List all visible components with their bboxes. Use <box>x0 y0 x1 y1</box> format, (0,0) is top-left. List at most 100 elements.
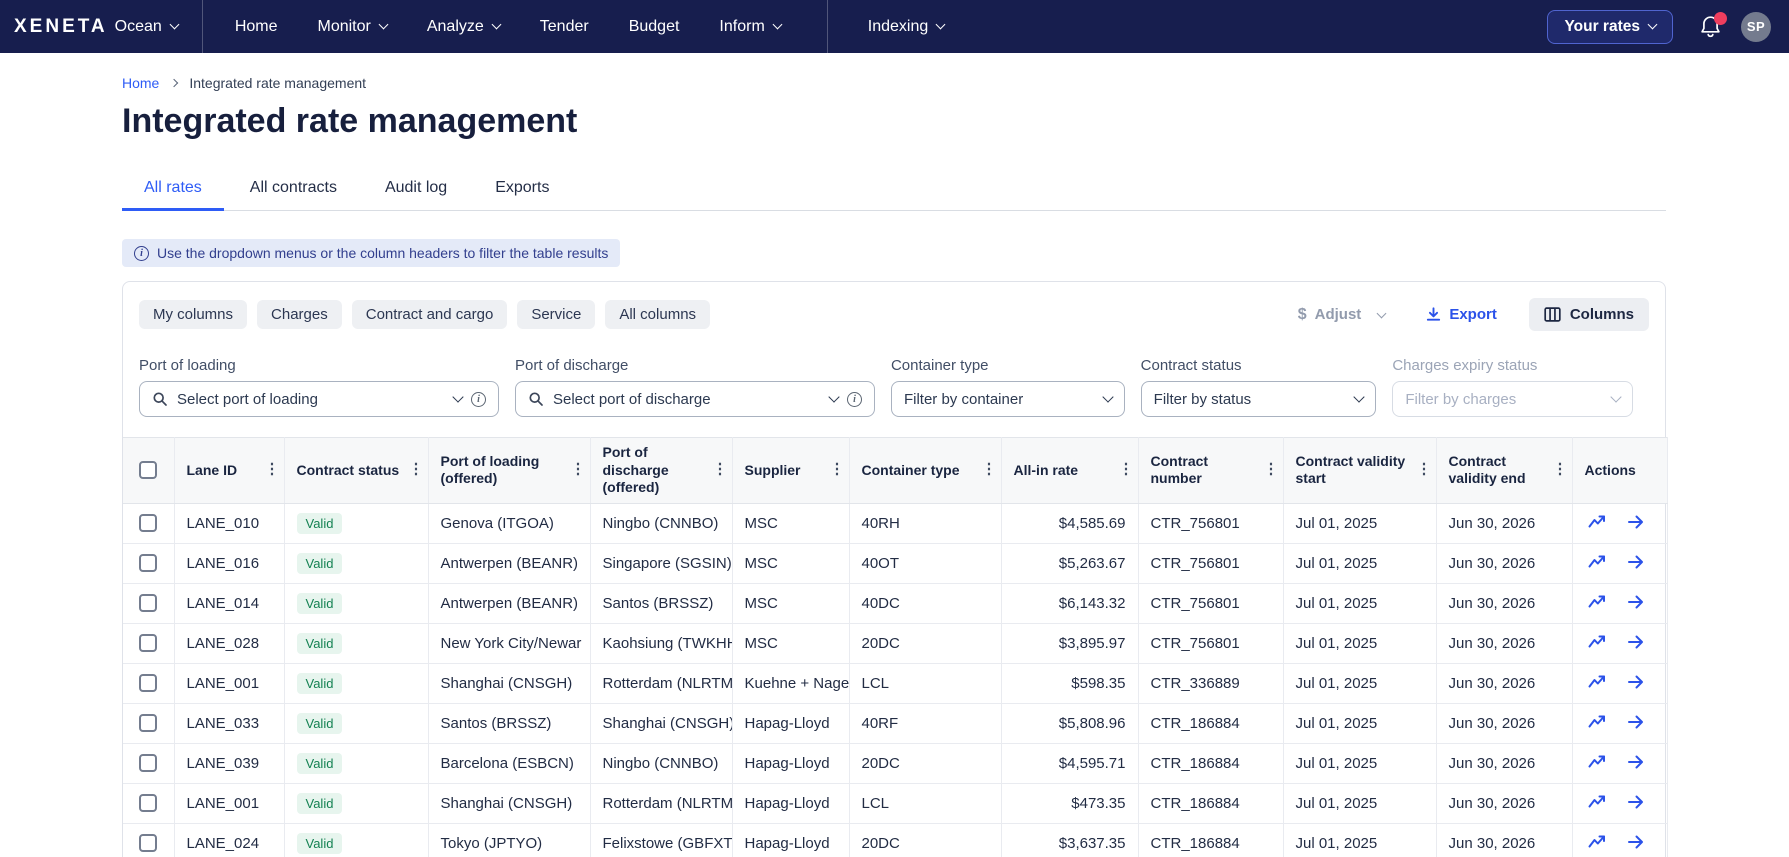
rate-trend-button[interactable] <box>1585 590 1609 614</box>
row-checkbox[interactable] <box>139 514 157 532</box>
open-row-button[interactable] <box>1624 670 1648 694</box>
column-header[interactable]: Contract number ⋮ <box>1138 438 1283 504</box>
kebab-menu-icon[interactable]: ⋮ <box>571 461 585 480</box>
tab[interactable]: Audit log <box>363 169 469 210</box>
row-checkbox[interactable] <box>139 754 157 772</box>
row-select-cell <box>123 583 174 623</box>
open-row-button[interactable] <box>1624 750 1648 774</box>
tab[interactable]: Exports <box>473 169 571 210</box>
tab[interactable]: All contracts <box>228 169 359 210</box>
kebab-menu-icon[interactable]: ⋮ <box>1264 461 1278 480</box>
rate-trend-button[interactable] <box>1585 630 1609 654</box>
kebab-menu-icon[interactable]: ⋮ <box>1119 461 1133 480</box>
avatar[interactable]: SP <box>1741 12 1771 42</box>
columns-button[interactable]: Columns <box>1529 298 1649 331</box>
validity-start-cell: Jul 01, 2025 <box>1283 583 1436 623</box>
nav-item[interactable]: Home <box>235 18 278 36</box>
kebab-menu-icon[interactable]: ⋮ <box>982 461 996 480</box>
open-row-button[interactable] <box>1624 590 1648 614</box>
rate-trend-button[interactable] <box>1585 750 1609 774</box>
row-checkbox[interactable] <box>139 674 157 692</box>
port-of-loading-cell: New York City/Newar <box>428 623 590 663</box>
info-icon[interactable]: i <box>847 392 862 407</box>
column-preset-chip[interactable]: All columns <box>605 300 710 329</box>
rate-trend-button[interactable] <box>1585 710 1609 734</box>
column-header[interactable]: Port of discharge (offered) ⋮ <box>590 438 732 504</box>
column-header[interactable]: Container type ⋮ <box>849 438 1001 504</box>
tab[interactable]: All rates <box>122 169 224 210</box>
kebab-menu-icon[interactable]: ⋮ <box>1553 461 1567 480</box>
rate-trend-button[interactable] <box>1585 830 1609 854</box>
nav-item[interactable]: Indexing <box>868 18 945 36</box>
row-checkbox[interactable] <box>139 634 157 652</box>
your-rates-button[interactable]: Your rates <box>1547 10 1673 44</box>
export-button[interactable]: Export <box>1425 306 1497 323</box>
column-header[interactable]: Lane ID ⋮ <box>174 438 284 504</box>
column-header[interactable]: Port of loading (offered) ⋮ <box>428 438 590 504</box>
chevron-down-icon <box>1354 391 1365 402</box>
notification-bell-button[interactable] <box>1699 14 1723 40</box>
adjust-button[interactable]: $ Adjust <box>1298 306 1386 324</box>
filter-placeholder: Filter by container <box>904 391 1095 408</box>
column-header[interactable]: Contract status ⋮ <box>284 438 428 504</box>
filter-select[interactable]: Select port of discharge i <box>515 381 875 417</box>
column-header[interactable]: Supplier ⋮ <box>732 438 849 504</box>
nav-item[interactable]: Inform <box>719 18 780 36</box>
filter-select[interactable]: Filter by container <box>891 381 1125 417</box>
kebab-menu-icon[interactable]: ⋮ <box>1417 461 1431 480</box>
kebab-menu-icon[interactable]: ⋮ <box>830 461 844 480</box>
column-header[interactable]: Actions <box>1572 438 1667 504</box>
column-preset-chip[interactable]: My columns <box>139 300 247 329</box>
kebab-menu-icon[interactable]: ⋮ <box>265 461 279 480</box>
validity-end-cell: Jun 30, 2026 <box>1436 503 1572 543</box>
column-header[interactable]: Contract validity start ⋮ <box>1283 438 1436 504</box>
open-row-button[interactable] <box>1624 790 1648 814</box>
open-row-button[interactable] <box>1624 630 1648 654</box>
kebab-menu-icon[interactable]: ⋮ <box>409 461 423 480</box>
column-header-label: Port of discharge (offered) <box>603 444 669 495</box>
arrow-right-icon <box>1626 592 1646 612</box>
filter-select[interactable]: Filter by status <box>1141 381 1377 417</box>
open-row-button[interactable] <box>1624 830 1648 854</box>
filter-placeholder: Filter by status <box>1154 391 1347 408</box>
nav-divider <box>827 0 828 53</box>
nav-item[interactable]: Monitor <box>318 18 387 36</box>
column-header[interactable]: Contract validity end ⋮ <box>1436 438 1572 504</box>
filter-label: Container type <box>891 357 1125 374</box>
trend-chart-icon <box>1587 552 1607 572</box>
open-row-button[interactable] <box>1624 510 1648 534</box>
column-header[interactable]: All-in rate ⋮ <box>1001 438 1138 504</box>
column-preset-chip[interactable]: Charges <box>257 300 342 329</box>
contract-status-cell: Valid <box>284 543 428 583</box>
rate-trend-button[interactable] <box>1585 670 1609 694</box>
rate-trend-button[interactable] <box>1585 550 1609 574</box>
filter-select[interactable]: Select port of loading i <box>139 381 499 417</box>
table-row: LANE_028 Valid New York City/Newar Kaohs… <box>123 623 1667 663</box>
validity-start-cell: Jul 01, 2025 <box>1283 703 1436 743</box>
kebab-menu-icon[interactable]: ⋮ <box>713 461 727 480</box>
supplier-cell: Hapag-Lloyd <box>732 743 849 783</box>
column-preset-chip[interactable]: Contract and cargo <box>352 300 508 329</box>
breadcrumb-home-link[interactable]: Home <box>122 75 159 91</box>
column-preset-chip[interactable]: Service <box>517 300 595 329</box>
rate-trend-button[interactable] <box>1585 510 1609 534</box>
filter-select[interactable]: Filter by charges <box>1392 381 1633 417</box>
nav-item[interactable]: Tender <box>540 18 589 36</box>
rate-trend-button[interactable] <box>1585 790 1609 814</box>
rates-table: Lane ID ⋮ Contract status ⋮ Port of load… <box>123 437 1668 857</box>
validity-end-cell: Jun 30, 2026 <box>1436 783 1572 823</box>
nav-item[interactable]: Analyze <box>427 18 500 36</box>
row-checkbox[interactable] <box>139 794 157 812</box>
info-icon[interactable]: i <box>471 392 486 407</box>
row-checkbox[interactable] <box>139 554 157 572</box>
open-row-button[interactable] <box>1624 550 1648 574</box>
validity-end-cell: Jun 30, 2026 <box>1436 703 1572 743</box>
row-checkbox[interactable] <box>139 594 157 612</box>
nav-item[interactable]: Budget <box>629 18 680 36</box>
row-checkbox[interactable] <box>139 834 157 852</box>
select-all-checkbox[interactable] <box>139 461 157 479</box>
brand-menu[interactable]: XENETA Ocean <box>14 16 178 38</box>
validity-start-cell: Jul 01, 2025 <box>1283 663 1436 703</box>
open-row-button[interactable] <box>1624 710 1648 734</box>
row-checkbox[interactable] <box>139 714 157 732</box>
